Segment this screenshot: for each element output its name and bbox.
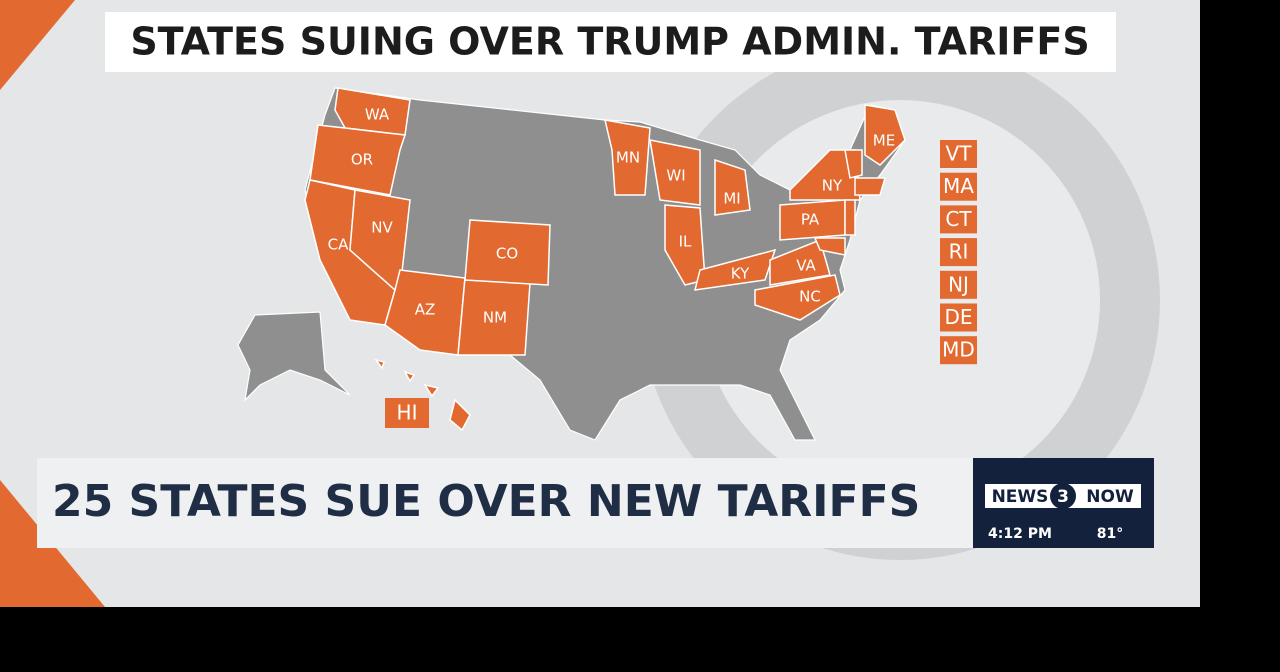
side-label-box: [940, 270, 977, 299]
state-label: KY: [731, 265, 750, 283]
state: [664, 204, 706, 286]
state-label: PA: [801, 211, 820, 229]
state-label: CO: [496, 245, 518, 263]
state-label: WI: [666, 167, 685, 185]
side-label: MD: [942, 338, 975, 362]
lower-third: [37, 458, 973, 548]
state-label: AZ: [415, 301, 436, 319]
state: [854, 177, 887, 196]
state-label: ME: [873, 132, 895, 150]
side-label: NJ: [948, 272, 969, 296]
headline: 25 STATES SUE OVER NEW TARIFFS: [52, 476, 920, 527]
logo-circle: [1050, 483, 1076, 509]
side-list: VT MA CT RI NJ DE MD: [940, 140, 977, 365]
state: [844, 149, 863, 179]
side-label-box: [940, 140, 977, 168]
side-label-box: [940, 238, 977, 267]
state: [813, 237, 846, 256]
state: [769, 238, 831, 286]
side-label: MA: [943, 174, 974, 198]
state-label: NY: [822, 177, 843, 195]
side-label-box: [940, 303, 977, 332]
side-label-box: [940, 205, 977, 234]
state: [649, 139, 701, 206]
state: [844, 199, 856, 236]
state-label: MN: [616, 149, 640, 167]
state: [754, 274, 841, 321]
side-label: VT: [946, 142, 973, 166]
side-label: DE: [944, 305, 972, 329]
state: [694, 248, 777, 291]
state: [604, 119, 651, 196]
state-label: CA: [328, 236, 349, 254]
hawaii-box: [385, 398, 429, 428]
state-label: MI: [723, 190, 740, 208]
logo-number: 3: [1057, 487, 1069, 507]
state: [464, 219, 551, 286]
corner-accent: [0, 0, 75, 90]
time: 4:12 PM: [988, 526, 1052, 542]
hawaii-island: [374, 358, 385, 370]
hawaii-island: [403, 370, 416, 383]
logo-text: NOW: [1086, 487, 1134, 507]
state-label: NC: [799, 288, 821, 306]
us-map: WA OR CA NV AZ NM CO MN WI MI IL KY VA N…: [237, 87, 906, 441]
temperature: 81°: [1097, 526, 1123, 542]
state-label: OR: [351, 151, 373, 169]
state-label: WA: [365, 106, 390, 124]
hawaii-island: [449, 398, 471, 432]
state-label: NV: [371, 219, 393, 237]
state-label: VA: [796, 257, 816, 275]
state: [864, 104, 906, 166]
side-label-box: [940, 172, 977, 201]
side-label: RI: [949, 240, 969, 264]
state-label: HI: [397, 401, 418, 425]
state-label: NM: [483, 309, 507, 327]
state: [714, 158, 751, 216]
logo-text: NEWS: [992, 487, 1049, 507]
side-label-box: [940, 336, 977, 365]
hawaii-island: [423, 383, 440, 398]
state-label: IL: [679, 233, 692, 251]
title: STATES SUING OVER TRUMP ADMIN. TARIFFS: [130, 20, 1089, 64]
title-box: [105, 12, 1116, 72]
alaska: [237, 311, 351, 402]
side-label: CT: [945, 207, 972, 231]
